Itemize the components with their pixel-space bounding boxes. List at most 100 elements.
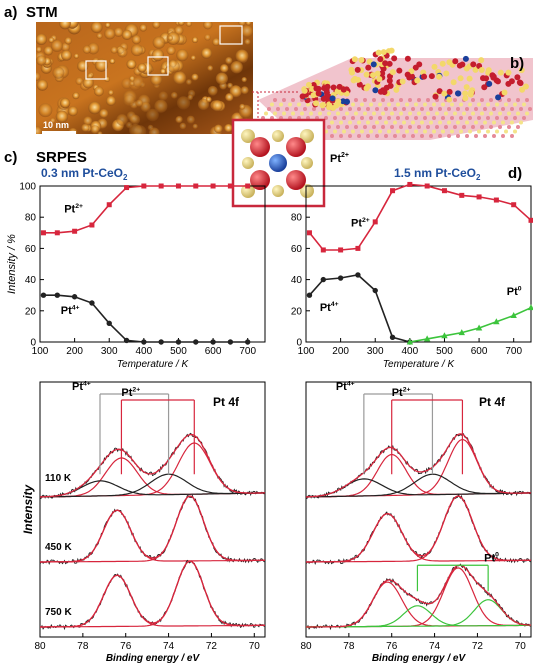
stm-grain [148, 125, 154, 131]
stm-grain [68, 106, 78, 116]
data-point [459, 193, 464, 198]
stm-grain [175, 116, 182, 123]
lattice-atom [417, 98, 421, 102]
stm-grain [36, 34, 47, 45]
lattice-atom [516, 98, 520, 102]
lattice-atom [267, 107, 271, 111]
cluster-atom [464, 66, 470, 72]
lattice-atom [426, 125, 430, 129]
cluster-atom [400, 79, 406, 85]
cluster-atom [429, 73, 435, 79]
stm-grain [224, 124, 232, 132]
cluster-atom [479, 67, 485, 73]
series-line [310, 184, 532, 250]
lattice-atom [273, 98, 277, 102]
data-point [72, 229, 77, 234]
stm-grain [64, 37, 71, 44]
cluster-atom [464, 84, 470, 90]
stm-grain [203, 20, 212, 29]
lattice-atom [501, 134, 505, 138]
stm-grain [187, 116, 195, 124]
fit-component [40, 561, 265, 627]
lattice-atom [345, 125, 349, 129]
lattice-atom [372, 98, 376, 102]
data-point [425, 184, 430, 189]
lattice-atom [354, 125, 358, 129]
y-tick-label: 20 [291, 306, 303, 317]
x-tick-label: 80 [34, 641, 46, 652]
stm-grain [60, 98, 70, 108]
stm-grain [123, 95, 135, 107]
data-point [107, 321, 112, 326]
x-tick-label: 700 [505, 346, 522, 357]
cluster-atom [352, 56, 358, 62]
lattice-atom [363, 112, 367, 116]
cluster-atom [463, 56, 469, 62]
o-atom [286, 137, 306, 157]
lattice-atom [498, 112, 502, 116]
lattice-atom [483, 134, 487, 138]
lattice-atom [465, 134, 469, 138]
x-tick-label: 200 [66, 346, 83, 357]
spectrum-data [306, 564, 531, 629]
cluster-atom [470, 61, 476, 67]
cluster-atom [393, 87, 399, 93]
cluster-atom [335, 98, 341, 104]
stm-grain [225, 93, 233, 101]
stm-grain [212, 38, 220, 46]
lattice-atom [345, 112, 349, 116]
lattice-atom [384, 121, 388, 125]
lattice-atom [510, 121, 514, 125]
y-tick-label: 40 [291, 275, 303, 286]
data-point [338, 247, 343, 252]
chart-c-top: 100 200 300 400 500 600 700020406080100Tempera… [6, 182, 265, 371]
stm-grain [230, 61, 242, 73]
lattice-atom [501, 121, 505, 125]
lattice-atom [450, 130, 454, 134]
ce-atom [272, 130, 284, 142]
lattice-atom [507, 112, 511, 116]
x-tick-label: 74 [429, 641, 441, 652]
lattice-atom [402, 121, 406, 125]
data-point [245, 184, 250, 189]
lattice-atom [441, 103, 445, 107]
stm-grain [109, 58, 115, 64]
data-point [124, 185, 129, 190]
stm-grain [36, 55, 46, 65]
lattice-atom [288, 103, 292, 107]
stm-grain [167, 46, 176, 55]
lattice-atom [399, 112, 403, 116]
stm-grain [126, 122, 133, 129]
stm-grain [99, 109, 108, 118]
cluster-atom [300, 93, 306, 99]
stm-grain [178, 19, 185, 26]
lattice-atom [390, 125, 394, 129]
lattice-atom [357, 107, 361, 111]
stm-grain [133, 125, 146, 138]
lattice-atom [435, 112, 439, 116]
cluster-atom [451, 79, 457, 85]
y-tick-label: 40 [25, 275, 37, 286]
lattice-atom [426, 112, 430, 116]
cluster-atom [396, 68, 402, 74]
lattice-atom [495, 103, 499, 107]
data-point [193, 184, 198, 189]
y-tick-label: 60 [25, 244, 37, 255]
panel-d-title: Pt2+ [330, 152, 349, 165]
stm-grain [152, 21, 160, 29]
stm-grain [108, 90, 114, 96]
cluster-atom [390, 69, 396, 75]
cluster-atom [486, 81, 492, 87]
series-annotation-base: Pt [351, 218, 362, 230]
series-annotation-base: Pt [507, 286, 518, 298]
cluster-atom [391, 55, 397, 61]
x-tick-label: 76 [386, 641, 398, 652]
lattice-atom [429, 121, 433, 125]
series-annotation-sup: 0 [518, 286, 522, 293]
x-tick-label: 400 [136, 346, 153, 357]
stm-grain [91, 21, 103, 33]
stm-grain [239, 104, 245, 110]
lattice-atom [444, 125, 448, 129]
cluster-atom [382, 60, 388, 66]
lattice-atom [393, 107, 397, 111]
